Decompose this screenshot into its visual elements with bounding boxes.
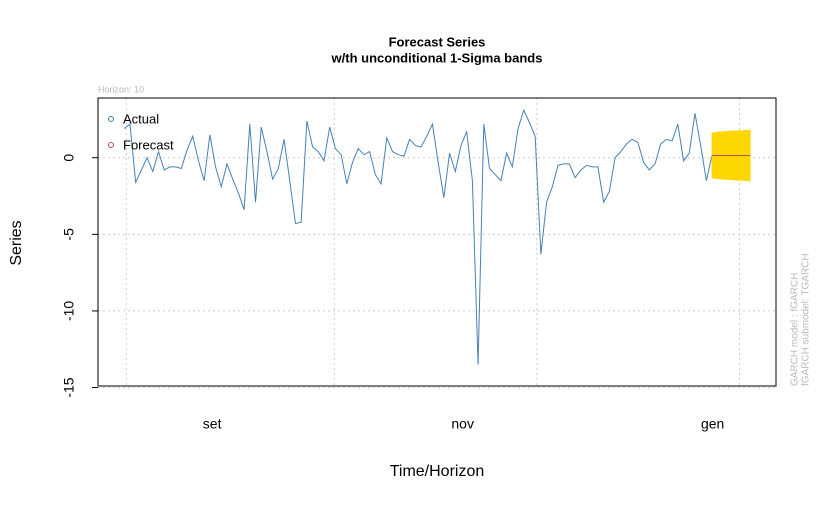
- side-note: GARCH model : fGARCH: [790, 273, 801, 386]
- x-tick-label: set: [203, 416, 222, 432]
- y-tick-label: 0: [61, 154, 77, 162]
- legend-symbol: [108, 116, 114, 122]
- y-axis-label: Series: [8, 220, 25, 265]
- series-line: [123, 108, 713, 365]
- x-tick-label: nov: [451, 416, 474, 432]
- chart-subtitle: w/th unconditional 1-Sigma bands: [331, 50, 543, 65]
- y-tick-label: -10: [61, 301, 77, 321]
- plot-frame: [97, 97, 777, 387]
- legend-label: Actual: [123, 111, 159, 126]
- y-tick-label: -15: [61, 377, 77, 397]
- horizon-note: Horizon: 10: [98, 84, 144, 94]
- legend-symbol: [108, 142, 114, 148]
- y-tick-label: -5: [61, 228, 77, 241]
- x-tick-label: gen: [701, 416, 724, 432]
- side-note: fGARCH submodel: TGARCH: [801, 253, 812, 386]
- chart-title: Forecast Series: [389, 34, 486, 49]
- legend-label: Forecast: [123, 137, 174, 152]
- x-axis-label: Time/Horizon: [390, 463, 485, 480]
